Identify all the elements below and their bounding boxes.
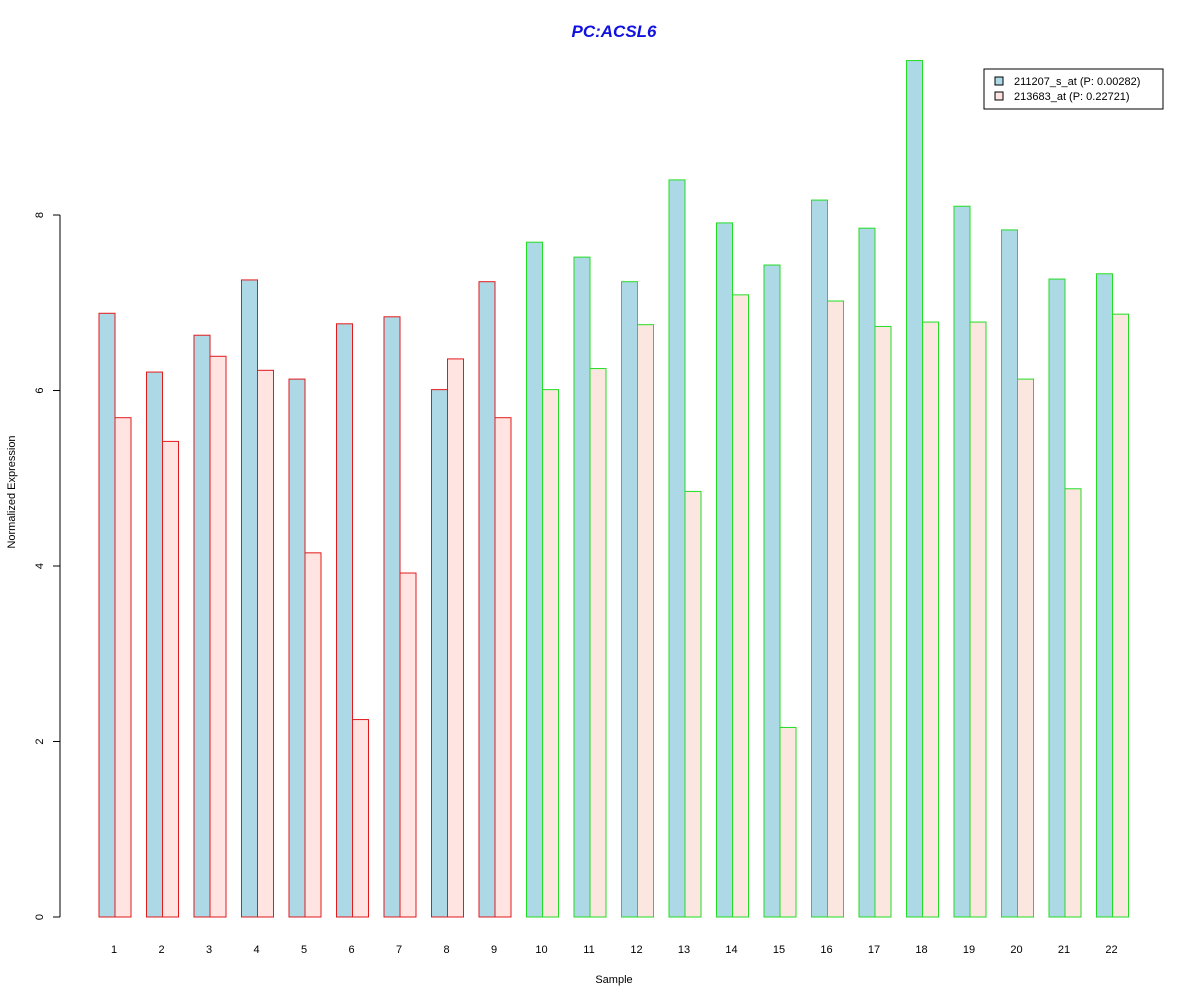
bar-213683-at-sample-2 <box>162 440 179 918</box>
bar-213683-at-sample-15 <box>779 726 797 918</box>
bar-211207-s-at-sample-12 <box>621 281 638 918</box>
x-tick-label: 17 <box>868 944 880 956</box>
x-tick-label: 4 <box>253 944 259 956</box>
x-tick-label: 22 <box>1105 944 1117 956</box>
x-tick-label: 8 <box>443 944 449 956</box>
x-tick-label: 6 <box>348 944 354 956</box>
x-tick-label: 18 <box>915 944 927 956</box>
chart-title: PC:ACSL6 <box>571 22 657 41</box>
bar-213683-at-sample-9 <box>494 417 512 918</box>
bar-213683-at-sample-4 <box>257 369 274 918</box>
y-axis: 0 2 4 6 8 <box>34 212 61 920</box>
y-tick-label: 8 <box>34 212 46 218</box>
x-axis-label: Sample <box>595 974 632 986</box>
bar-213683-at-sample-21 <box>1064 488 1082 918</box>
bar-211207-s-at-sample-16 <box>811 199 828 918</box>
bar-211207-s-at-sample-21 <box>1048 278 1066 918</box>
bar-213683-at-sample-3 <box>209 355 227 918</box>
bar-213683-at-sample-19 <box>969 321 987 918</box>
legend-box <box>983 68 1164 110</box>
bar-213683-at-sample-22 <box>1112 313 1129 918</box>
bar-213683-at-sample-5 <box>304 552 322 918</box>
x-tick-label: 11 <box>583 944 594 956</box>
bar-211207-s-at-sample-8 <box>431 389 448 918</box>
bar-211207-s-at-sample-5 <box>288 378 306 918</box>
y-tick-label: 0 <box>34 914 46 920</box>
y-tick-label: 2 <box>34 738 46 744</box>
x-tick-label: 10 <box>535 944 547 956</box>
bars <box>98 60 1129 918</box>
x-tick-label: 12 <box>630 944 642 956</box>
x-tick-label: 2 <box>158 944 164 956</box>
bar-211207-s-at-sample-22 <box>1096 273 1113 918</box>
bar-211207-s-at-sample-19 <box>953 205 971 918</box>
bar-213683-at-sample-18 <box>922 321 939 918</box>
bar-213683-at-sample-13 <box>684 490 702 918</box>
x-tick-label: 19 <box>963 944 975 956</box>
bar-211207-s-at-sample-6 <box>336 323 353 918</box>
bar-211207-s-at-sample-9 <box>478 281 496 918</box>
bar-211207-s-at-sample-14 <box>716 222 733 918</box>
x-tick-label: 20 <box>1010 944 1022 956</box>
legend-swatch-2 <box>994 91 1004 101</box>
x-tick-label: 13 <box>678 944 690 956</box>
legend: 211207_s_at (P: 0.00282) 213683_at (P: 0… <box>983 68 1164 110</box>
x-tick-label: 14 <box>725 944 737 956</box>
y-axis-label: Normalized Expression <box>6 435 18 548</box>
legend-entry-2: 213683_at (P: 0.22721) <box>1014 91 1130 103</box>
x-tick-label: 9 <box>491 944 497 956</box>
y-tick-label: 6 <box>34 387 46 393</box>
bar-211207-s-at-sample-2 <box>146 371 163 918</box>
bar-211207-s-at-sample-3 <box>193 334 211 918</box>
bar-211207-s-at-sample-18 <box>906 60 923 918</box>
bar-213683-at-sample-17 <box>874 325 892 918</box>
bar-211207-s-at-sample-15 <box>763 264 781 918</box>
bar-211207-s-at-sample-4 <box>241 279 258 918</box>
bar-213683-at-sample-8 <box>447 358 464 918</box>
x-tick-label: 7 <box>396 944 402 956</box>
legend-entry-1: 211207_s_at (P: 0.00282) <box>1014 76 1140 88</box>
bar-213683-at-sample-20 <box>1017 378 1034 918</box>
bar-213683-at-sample-11 <box>589 368 607 918</box>
bar-213683-at-sample-6 <box>352 719 369 918</box>
legend-swatch-1 <box>994 76 1004 86</box>
bar-213683-at-sample-14 <box>732 294 749 918</box>
bar-211207-s-at-sample-17 <box>858 227 876 918</box>
bar-213683-at-sample-12 <box>637 324 654 918</box>
bar-213683-at-sample-1 <box>114 417 132 918</box>
bar-211207-s-at-sample-11 <box>573 256 591 918</box>
bar-213683-at-sample-16 <box>827 300 844 918</box>
bar-211207-s-at-sample-1 <box>98 312 116 918</box>
x-tick-label: 16 <box>820 944 832 956</box>
bar-213683-at-sample-7 <box>399 572 417 918</box>
x-tick-label: 15 <box>773 944 785 956</box>
bar-211207-s-at-sample-10 <box>526 241 543 918</box>
bar-211207-s-at-sample-7 <box>383 316 401 918</box>
x-tick-label: 1 <box>111 944 117 956</box>
bar-211207-s-at-sample-13 <box>668 179 686 918</box>
bar-213683-at-sample-10 <box>542 389 559 918</box>
x-tick-label: 5 <box>301 944 307 956</box>
x-axis-labels: 1 2 3 4 5 6 7 8 9 10 11 12 13 14 15 16 17 18 19 20 21 22 <box>111 944 1118 956</box>
y-tick-label: 4 <box>34 563 46 569</box>
bar-211207-s-at-sample-20 <box>1001 229 1018 918</box>
x-tick-label: 21 <box>1058 944 1070 956</box>
x-tick-label: 3 <box>206 944 212 956</box>
